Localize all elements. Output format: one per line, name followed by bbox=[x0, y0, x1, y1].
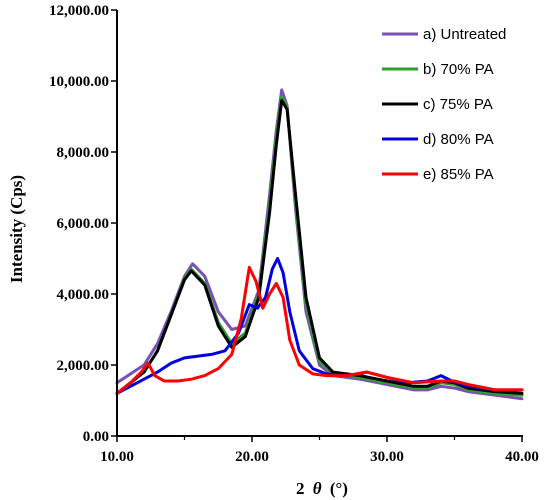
legend-label: a) Untreated bbox=[423, 26, 506, 43]
y-axis-title: Intensity (Cps) bbox=[7, 175, 26, 283]
series-line-4 bbox=[115, 257, 524, 395]
x-ticks: 10.00 20.00 30.00 40.00 bbox=[100, 436, 539, 465]
y-ticks: 0.00 2,000.00 4,000.00 6,000.00 8,000.00 10,0… bbox=[49, 3, 117, 445]
legend-label: d) 80% PA bbox=[423, 131, 494, 148]
y-tick-label: 12,000.00 bbox=[49, 3, 109, 19]
y-tick-label: 6,000.00 bbox=[57, 216, 110, 232]
x-tick-label: 30.00 bbox=[370, 449, 404, 465]
legend-label: e) 85% PA bbox=[423, 166, 494, 183]
legend-label: c) 75% PA bbox=[423, 96, 493, 113]
y-tick-label: 10,000.00 bbox=[49, 74, 109, 90]
x-axis-title-symbol: θ bbox=[313, 479, 322, 498]
y-tick-label: 0.00 bbox=[83, 429, 109, 445]
x-axis-title: 2 θ (°) bbox=[296, 479, 348, 498]
y-tick-label: 4,000.00 bbox=[57, 287, 110, 303]
x-tick-label: 10.00 bbox=[100, 449, 134, 465]
y-tick-label: 8,000.00 bbox=[57, 145, 110, 161]
x-tick-label: 40.00 bbox=[505, 449, 539, 465]
x-axis-title-unit: (°) bbox=[330, 479, 348, 498]
x-tick-label: 20.00 bbox=[235, 449, 269, 465]
series-line-5 bbox=[115, 265, 524, 395]
legend-label: b) 70% PA bbox=[423, 61, 494, 78]
y-tick-label: 2,000.00 bbox=[57, 358, 110, 374]
series-line-3 bbox=[115, 99, 524, 395]
legend: a) Untreated b) 70% PA c) 75% PA d) 80% PA e… bbox=[382, 26, 506, 183]
plot-area bbox=[115, 88, 524, 401]
x-axis-title-prefix: 2 bbox=[296, 479, 305, 498]
